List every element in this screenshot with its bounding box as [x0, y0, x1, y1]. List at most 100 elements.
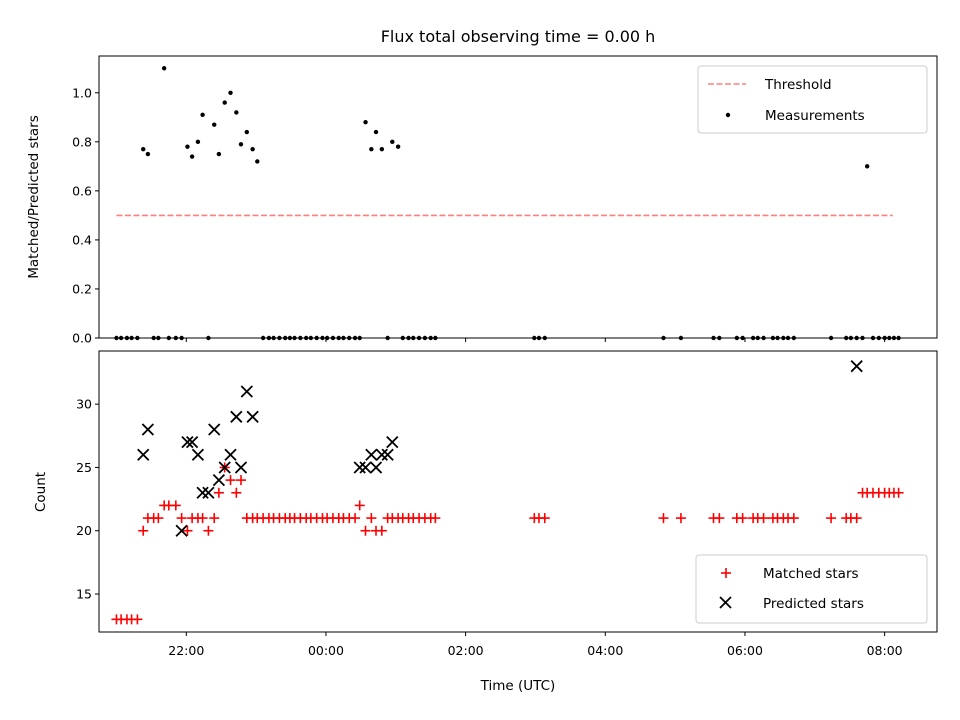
predicted-star-point — [234, 461, 248, 474]
measurement-point — [395, 144, 401, 149]
matched-star-point — [539, 513, 550, 524]
matched-star-point — [170, 500, 181, 511]
matched-star-point — [366, 513, 377, 524]
measurement-point — [255, 159, 260, 164]
matched-star-point — [138, 525, 149, 536]
measurement-point — [379, 146, 385, 152]
matched-star-point — [758, 513, 769, 524]
measurement-point — [189, 154, 195, 159]
matched-star-point — [788, 513, 799, 524]
count-y-tick-label: 20 — [76, 523, 92, 538]
count-axes-frame — [98, 350, 938, 633]
count-legend-box — [695, 554, 928, 624]
measurement-point — [195, 139, 201, 145]
measurement-point — [200, 112, 205, 118]
measurement-point — [161, 66, 167, 71]
ratio-y-tick-label: 0.0 — [72, 331, 92, 346]
legend-threshold-label: Threshold — [764, 77, 832, 93]
predicted-star-point — [208, 423, 221, 436]
matched-star-point — [203, 525, 214, 536]
matched-star-point — [737, 513, 748, 524]
matched-star-point — [231, 487, 242, 498]
ratio-y-tick-label: 0.6 — [72, 183, 92, 198]
matched-star-point — [182, 525, 193, 536]
predicted-star-point — [386, 435, 399, 449]
ratio-legend-box — [697, 65, 928, 134]
ratio-y-tick-label: 0.8 — [72, 134, 92, 149]
predicted-star-point — [191, 448, 205, 461]
measurement-point — [145, 151, 151, 157]
measurement-point — [244, 129, 250, 135]
predicted-star-point — [224, 448, 237, 461]
predicted-star-point — [181, 435, 194, 449]
count-y-tick-label: 30 — [76, 397, 92, 412]
ratio-y-ticks: 0.0 0.2 0.4 0.6 0.8 1.0 — [72, 85, 99, 346]
count-y-ticks: 15 20 25 30 — [76, 397, 99, 602]
chart-title: Flux total observing time = 0.00 h — [381, 27, 656, 46]
matched-star-point — [197, 513, 208, 524]
count-x-tick-label: 22:00 — [168, 643, 204, 658]
predicted-star-point — [137, 448, 150, 461]
count-legend: Matched stars Predicted stars — [695, 554, 928, 624]
matched-star-point — [430, 513, 441, 524]
count-x-tick-label: 08:00 — [867, 643, 903, 658]
matched-star-point — [176, 513, 187, 524]
predicted-star-point — [375, 448, 388, 461]
matched-star-point — [153, 513, 164, 524]
ratio-y-tick-label: 1.0 — [72, 85, 92, 100]
count-y-axis-label: Count — [33, 472, 49, 512]
matched-star-point — [235, 475, 246, 486]
predicted-star-point — [353, 461, 366, 474]
measurement-point — [234, 110, 239, 115]
matched-star-point — [658, 513, 669, 524]
predicted-star-point — [369, 461, 383, 474]
predicted-star-point — [246, 410, 259, 423]
predicted-star-point — [212, 473, 226, 487]
legend-measurements-marker — [725, 112, 731, 118]
ratio-panel: 0.0 0.2 0.4 0.6 0.8 1.0 Matched/Predicted sta… — [26, 55, 938, 346]
predicted-star-point — [365, 448, 378, 461]
matched-star-point — [714, 513, 725, 524]
predicted-star-point — [850, 360, 863, 373]
measurement-point — [185, 144, 190, 149]
ratio-x-ticks — [185, 338, 886, 342]
count-x-tick-label: 04:00 — [587, 643, 623, 658]
matched-star-point — [209, 513, 220, 524]
measurement-point — [228, 90, 233, 95]
predicted-star-point — [381, 448, 394, 461]
predicted-star-point — [230, 410, 243, 423]
matched-star-point — [354, 500, 365, 511]
matched-star-point — [893, 487, 904, 498]
ratio-y-tick-label: 0.2 — [72, 281, 92, 296]
ratio-y-axis-label: Matched/Predicted stars — [26, 115, 42, 278]
ratio-legend: Threshold Measurements — [697, 65, 928, 134]
ratio-axes-frame — [98, 55, 938, 339]
count-x-tick-label: 00:00 — [308, 643, 344, 658]
measurement-point — [222, 100, 227, 105]
predicted-star-point — [175, 524, 188, 537]
legend-matched-label: Matched stars — [763, 566, 859, 582]
legend-predicted-label: Predicted stars — [763, 596, 864, 612]
matched-star-point — [132, 614, 143, 625]
matched-star-point — [225, 475, 236, 486]
measurement-point — [216, 151, 222, 157]
measurement-point — [212, 122, 217, 127]
matched-star-point — [376, 525, 387, 536]
matched-star-point — [360, 525, 371, 536]
matched-star-point — [350, 513, 361, 524]
measurement-point — [373, 129, 379, 135]
predicted-star-point — [202, 486, 215, 499]
matched-star-point — [213, 487, 224, 498]
ratio-y-tick-label: 0.4 — [72, 232, 92, 247]
matched-star-point — [675, 513, 686, 524]
predicted-star-point — [185, 435, 199, 449]
measurement-point — [363, 120, 368, 125]
count-x-tick-label: 02:00 — [448, 643, 484, 658]
measurement-point — [250, 146, 255, 152]
measurement-point — [141, 146, 146, 152]
measurement-point — [390, 139, 395, 145]
predicted-star-point — [218, 461, 231, 474]
legend-measurements-label: Measurements — [765, 108, 865, 124]
